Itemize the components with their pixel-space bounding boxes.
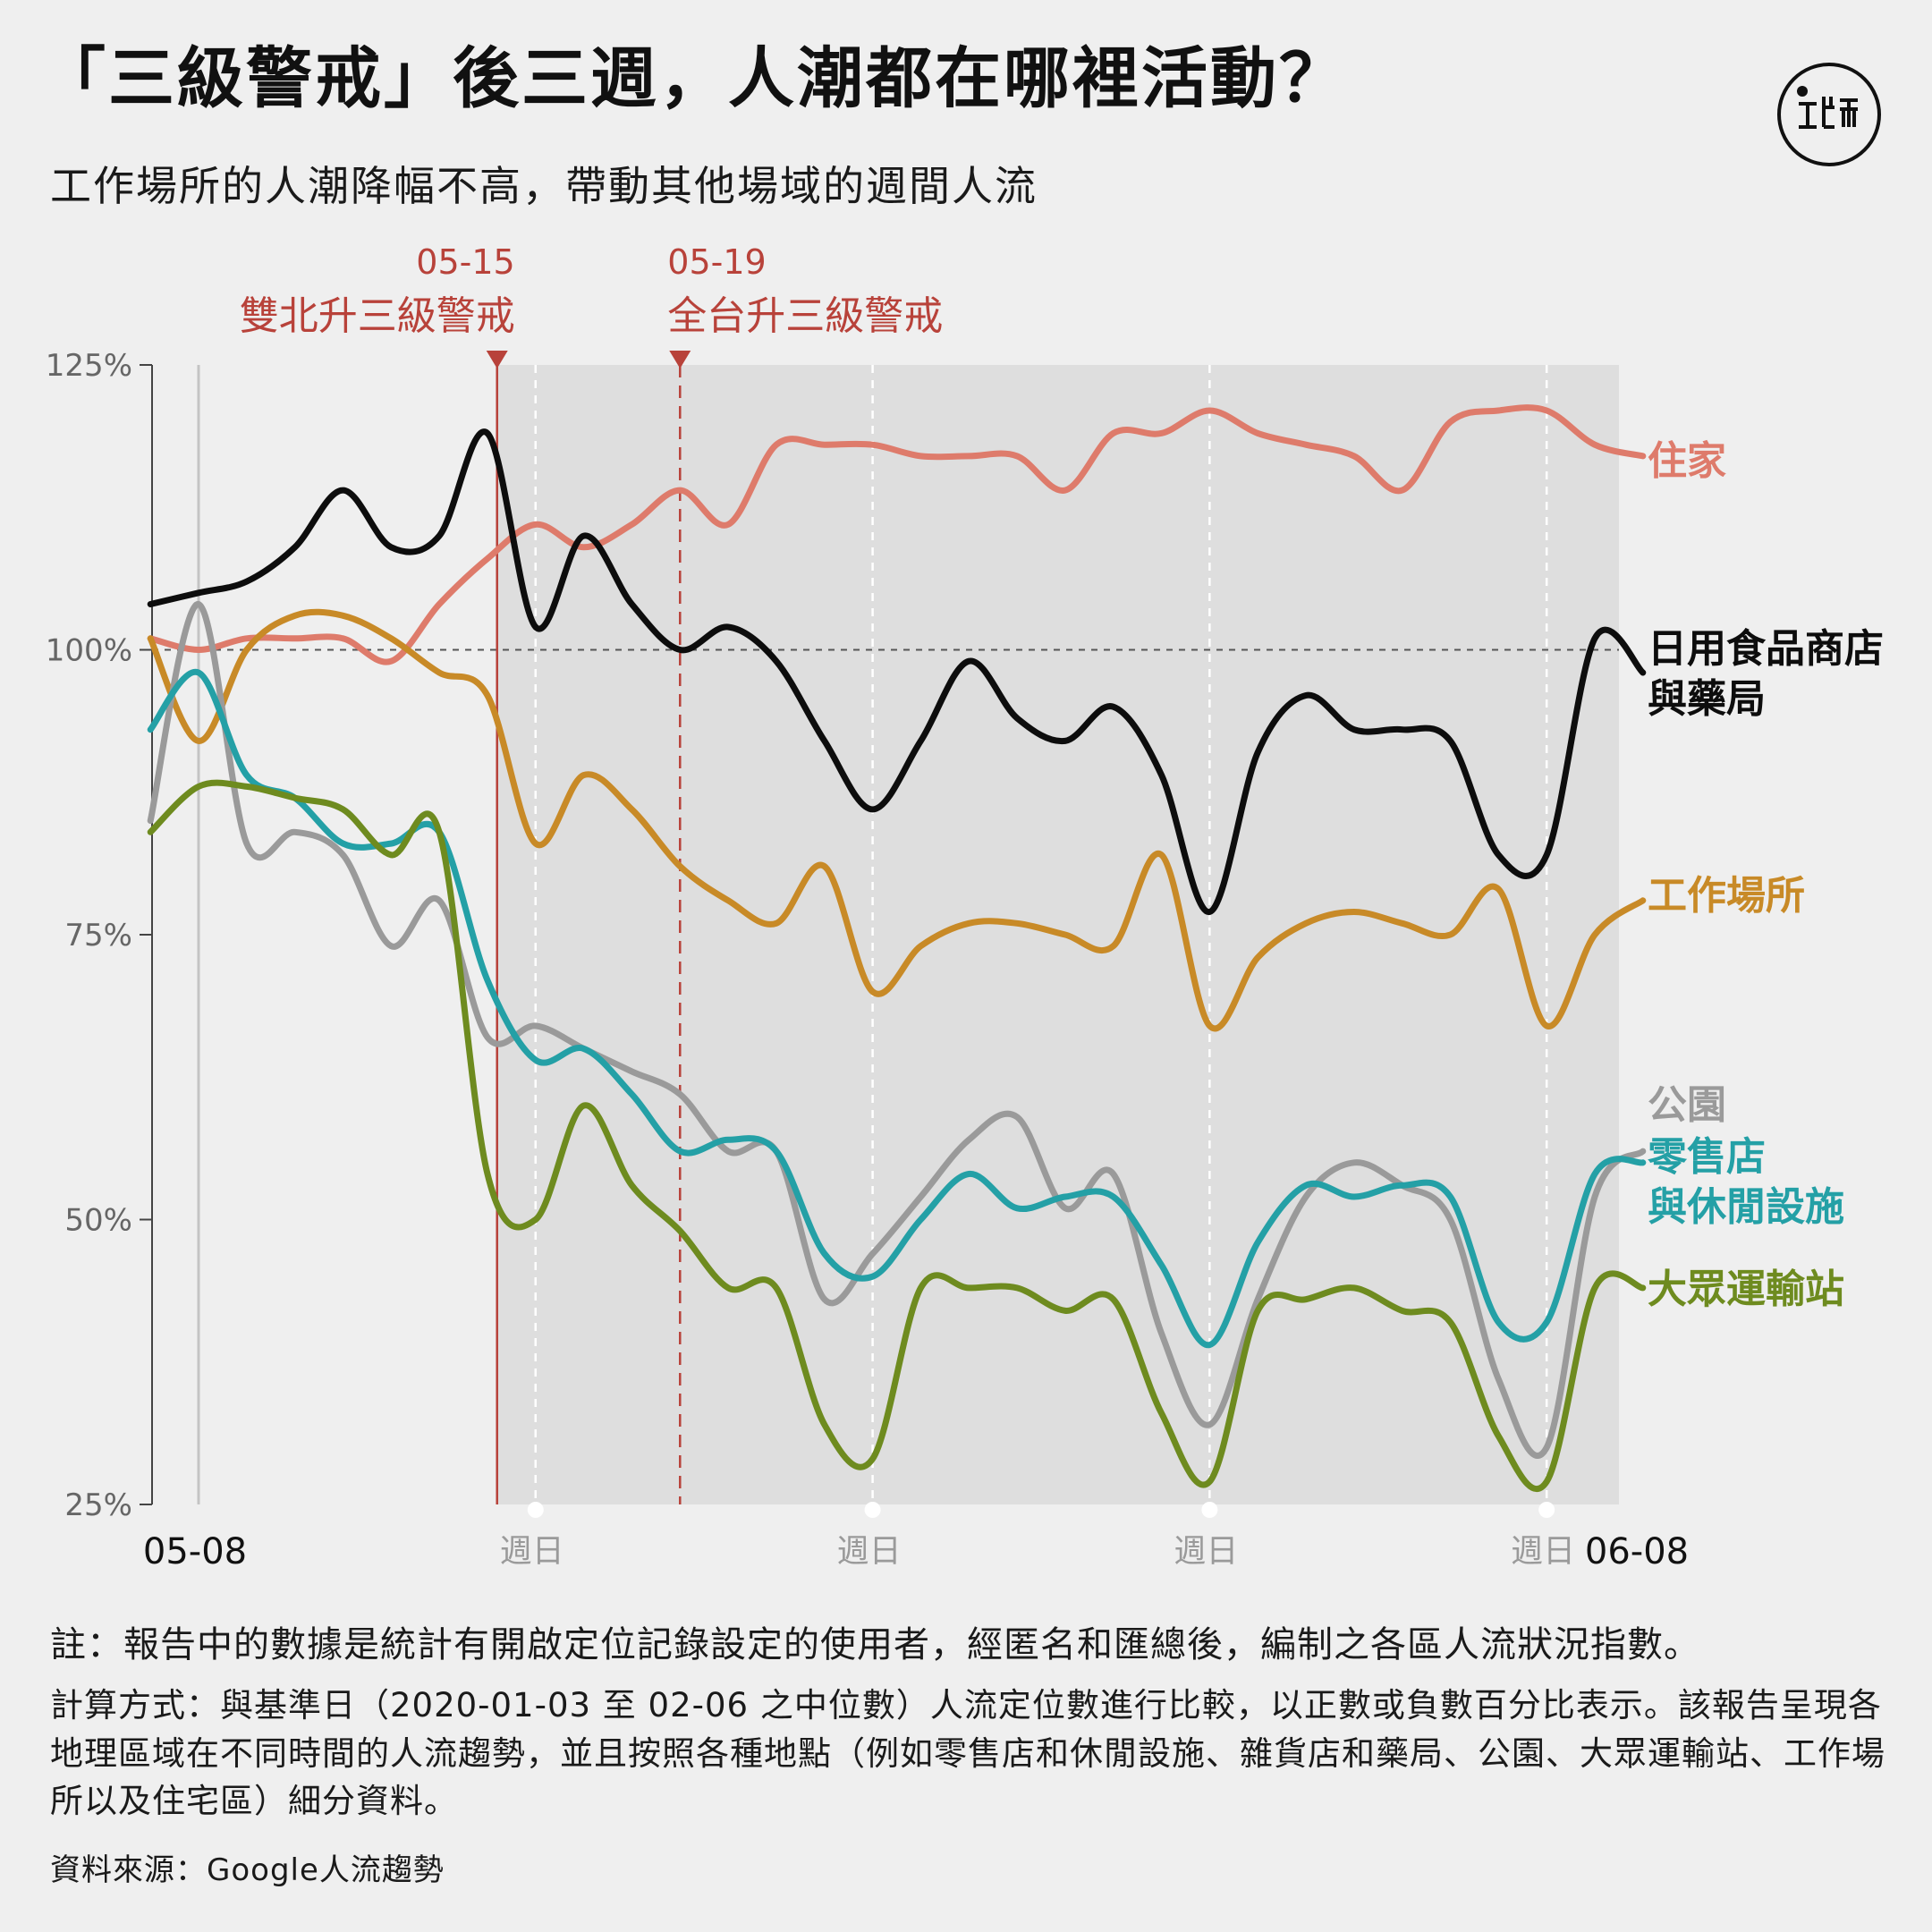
event-label-0: 雙北升三級警戒 [240,293,515,339]
plot-grid [152,365,1619,1518]
series-line-2 [147,608,1647,1032]
series-label-line: 公園 [1648,1082,1726,1128]
series-label-5: 大眾運輸站 [1648,1267,1844,1312]
sunday-label-3: 週日 [1511,1533,1575,1570]
y-tick-label-100: 100% [46,633,132,669]
y-tick-label-50: 50% [64,1203,132,1239]
series-lines [147,404,1647,1493]
chart-title: 「三級警戒」後三週，人潮都在哪裡活動？ [39,40,1348,117]
sunday-dot-0 [527,1502,544,1518]
series-line-3 [147,601,1647,1459]
y-axis: 25% 50% 75% 100% 125% [46,348,153,1523]
event-marker-1 [669,351,691,369]
y-tick-label-75: 75% [64,918,132,953]
initium-logo-icon [1777,63,1881,166]
x-axis: 週日 週日 週日 週日 05-08 06-08 [143,1531,1689,1572]
event-date-0: 05-15 [416,242,514,282]
footnotes: 註：報告中的數據是統計有開啟定位記錄設定的使用者，經匿名和匯總後，編制之各區人流… [50,1619,1893,1893]
sunday-dot-1 [864,1502,881,1518]
series-label-line: 日用食品商店 [1648,626,1884,672]
series-label-line: 住家 [1648,438,1726,484]
series-label-line: 大眾運輸站 [1648,1267,1844,1312]
x-end-label: 06-08 [1585,1531,1689,1572]
series-label-2: 工作場所 [1648,873,1805,919]
series-line-5 [147,779,1647,1493]
event-marker-0 [486,351,508,369]
sunday-dot-2 [1201,1502,1218,1518]
series-line-4 [147,668,1647,1349]
y-tick-label-25: 25% [64,1487,132,1523]
y-tick-label-125: 125% [46,348,132,384]
x-start-label: 05-08 [143,1531,247,1572]
note-calculation-method: 計算方式：與基準日（2020-01-03 至 02-06 之中位數）人流定位數進… [50,1686,1885,1821]
sunday-label-1: 週日 [837,1533,902,1570]
event-markers: 05-15 雙北升三級警戒 05-19 全台升三級警戒 [240,242,943,1504]
source-credit: 資料來源：Google人流趨勢 [50,1852,445,1888]
chart-subtitle: 工作場所的人潮降幅不高，帶動其他場域的週間人流 [50,162,1038,210]
series-label-line: 工作場所 [1648,873,1805,919]
series-label-1: 日用食品商店與藥局 [1648,626,1884,722]
series-line-1 [147,428,1647,915]
event-label-1: 全台升三級警戒 [667,293,943,339]
sunday-dot-3 [1538,1502,1555,1518]
series-label-line: 零售店 [1648,1134,1766,1180]
line-chart: 25% 50% 75% 100% 125% 05-15 雙北升三級警戒 05-19 全台升三級… [46,242,1884,1572]
note-data-description: 註：報告中的數據是統計有開啟定位記錄設定的使用者，經匿名和匯總後，編制之各區人流… [50,1624,1700,1665]
sunday-label-2: 週日 [1174,1533,1238,1570]
series-label-0: 住家 [1648,438,1726,484]
series-label-3: 公園 [1648,1082,1726,1128]
series-label-line: 與藥局 [1648,676,1766,722]
event-date-1: 05-19 [667,242,766,282]
series-label-line: 與休閒設施 [1648,1184,1844,1230]
sunday-label-0: 週日 [500,1533,564,1570]
series-label-4: 零售店與休閒設施 [1648,1134,1844,1230]
